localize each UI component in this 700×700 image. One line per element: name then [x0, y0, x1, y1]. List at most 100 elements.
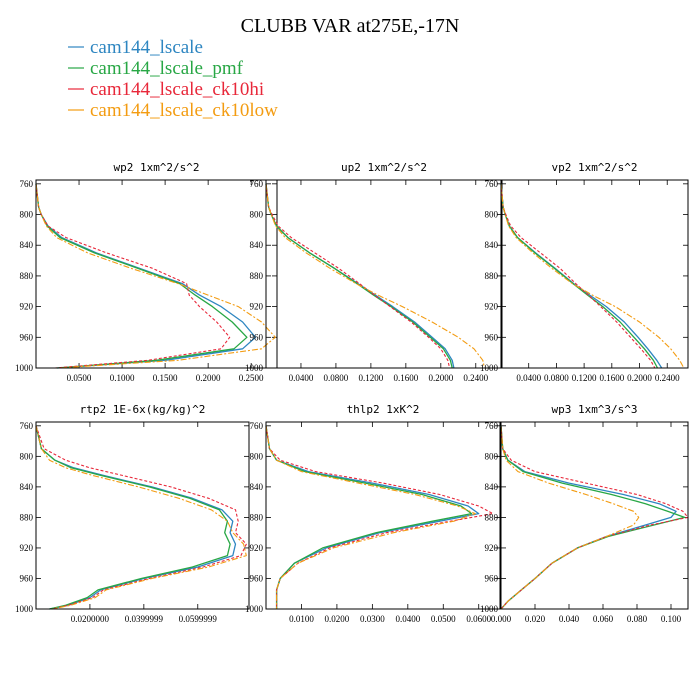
- y-tick-label: 840: [485, 240, 499, 250]
- y-tick-label: 800: [250, 451, 264, 461]
- panel-1: wp2 1xm^2/s^2 760 800 840 880 920 960 1000 0.050…: [15, 161, 278, 383]
- y-tick-label: 800: [485, 451, 499, 461]
- panel-4: rtp2 1E-6x(kg/kg)^2 760 800 840 880 920 960 100…: [15, 403, 250, 624]
- figure-title: CLUBB VAR at275E,-17N: [241, 15, 460, 37]
- panel-title: thlp2 1xK^2: [347, 403, 420, 416]
- series-line-cam144_lscale_ck10hi: [500, 183, 656, 369]
- panel-frame: [35, 421, 250, 610]
- x-tick-label: 0.1200: [359, 373, 384, 383]
- series-line-cam144_lscale_ck10hi: [35, 183, 231, 369]
- legend: cam144_lscalecam144_lscale_pmfcam144_lsc…: [68, 37, 278, 121]
- y-tick-label: 840: [485, 482, 499, 492]
- x-tick-label: 0.0200000: [71, 614, 110, 624]
- y-tick-label: 960: [250, 332, 264, 342]
- x-tick-label: 0.0500: [431, 614, 456, 624]
- series-line-cam144_lscale_ck10low: [500, 425, 640, 610]
- series-line-cam144_lscale_pmf: [35, 183, 248, 369]
- series-line-cam144_lscale_pmf: [265, 425, 473, 609]
- y-tick-label: 880: [250, 512, 264, 522]
- series-line-cam144_lscale_ck10hi: [35, 425, 247, 610]
- x-tick-label: 0.0399999: [125, 614, 164, 624]
- y-tick-label: 1000: [15, 363, 34, 373]
- y-tick-label: 920: [485, 302, 499, 312]
- x-tick-label: 0.060: [593, 614, 614, 624]
- x-tick-label: 0.0300: [360, 614, 385, 624]
- series-line-cam144_lscale_ck10low: [35, 183, 276, 369]
- x-tick-label: 0.0800: [324, 373, 349, 383]
- series-line-cam144_lscale: [500, 425, 677, 610]
- panel-frame: [500, 179, 689, 369]
- x-tick-label: 0.0400: [516, 373, 541, 383]
- x-tick-label: 0.020: [525, 614, 546, 624]
- panel-3: vp2 1xm^2/s^2 760 800 840 880 920 960 1000 0.040…: [480, 161, 689, 383]
- y-tick-label: 1000: [480, 604, 499, 614]
- panel-title: vp2 1xm^2/s^2: [551, 161, 637, 174]
- panel-frame: [35, 179, 278, 369]
- y-tick-label: 960: [250, 573, 264, 583]
- y-tick-label: 840: [20, 240, 34, 250]
- panel-frame: [500, 421, 689, 610]
- legend-label-3: cam144_lscale_ck10hi: [90, 79, 264, 100]
- x-tick-label: 0.2000: [627, 373, 652, 383]
- panel-5: thlp2 1xK^2 760 800 840 880 920 960 1000 0.0100 0…: [245, 403, 501, 624]
- series-line-cam144_lscale_ck10low: [500, 183, 685, 369]
- x-tick-label: 0.0400: [289, 373, 314, 383]
- x-tick-label: 0.2000: [196, 373, 221, 383]
- panel-6: wp3 1xm^3/s^3 760 800 840 880 920 960 10000.000…: [480, 403, 689, 624]
- x-tick-label: 0.0600: [466, 614, 491, 624]
- series-line-cam144_lscale_ck10low: [265, 425, 476, 609]
- x-tick-label: 0.0200: [325, 614, 350, 624]
- panel-title: wp3 1xm^3/s^3: [551, 403, 637, 416]
- y-tick-label: 760: [20, 179, 34, 189]
- series-line-cam144_lscale: [35, 425, 237, 610]
- y-tick-label: 840: [20, 482, 34, 492]
- series-line-cam144_lscale: [265, 425, 480, 609]
- series-line-cam144_lscale_ck10low: [35, 425, 247, 610]
- series-line-cam144_lscale_ck10hi: [500, 425, 689, 610]
- y-tick-label: 960: [485, 332, 499, 342]
- x-tick-label: 0.000: [491, 614, 512, 624]
- y-tick-label: 920: [250, 543, 264, 553]
- x-tick-label: 0.0500: [67, 373, 92, 383]
- y-tick-label: 960: [485, 573, 499, 583]
- y-tick-label: 800: [250, 210, 264, 220]
- y-tick-label: 960: [20, 332, 34, 342]
- y-tick-label: 760: [250, 179, 264, 189]
- legend-label-2: cam144_lscale_pmf: [90, 58, 244, 79]
- y-tick-label: 1000: [245, 604, 264, 614]
- series-line-cam144_lscale_ck10hi: [265, 183, 451, 369]
- x-tick-label: 0.2000: [428, 373, 453, 383]
- x-tick-label: 0.040: [559, 614, 580, 624]
- y-tick-label: 880: [485, 271, 499, 281]
- y-tick-label: 800: [485, 210, 499, 220]
- series-line-cam144_lscale_pmf: [265, 183, 453, 369]
- y-tick-label: 880: [20, 271, 34, 281]
- y-tick-label: 880: [485, 512, 499, 522]
- y-tick-label: 920: [250, 302, 264, 312]
- y-tick-label: 760: [485, 421, 499, 431]
- y-tick-label: 920: [20, 543, 34, 553]
- legend-label-4: cam144_lscale_ck10low: [90, 100, 278, 121]
- x-tick-label: 0.2400: [655, 373, 680, 383]
- legend-label-1: cam144_lscale: [90, 37, 203, 58]
- y-tick-label: 840: [250, 240, 264, 250]
- panel-title: wp2 1xm^2/s^2: [113, 161, 199, 174]
- y-tick-label: 920: [20, 302, 34, 312]
- y-tick-label: 760: [20, 421, 34, 431]
- x-tick-label: 0.2500: [239, 373, 264, 383]
- panel-2: up2 1xm^2/s^2 760 800 840 880 920 960 1000 0.040…: [245, 161, 503, 383]
- y-tick-label: 1000: [480, 363, 499, 373]
- panel-frame: [265, 179, 503, 369]
- y-tick-label: 840: [250, 482, 264, 492]
- panel-frame: [265, 421, 501, 610]
- y-tick-label: 880: [250, 271, 264, 281]
- y-tick-label: 960: [20, 573, 34, 583]
- y-tick-label: 920: [485, 543, 499, 553]
- y-tick-label: 880: [20, 512, 34, 522]
- x-tick-label: 0.1000: [110, 373, 135, 383]
- panels-grid: wp2 1xm^2/s^2 760 800 840 880 920 960 1000 0.050…: [15, 161, 689, 624]
- series-line-cam144_lscale_ck10low: [265, 183, 486, 369]
- x-tick-label: 0.1600: [599, 373, 624, 383]
- series-line-cam144_lscale_pmf: [500, 183, 659, 369]
- y-tick-label: 760: [250, 421, 264, 431]
